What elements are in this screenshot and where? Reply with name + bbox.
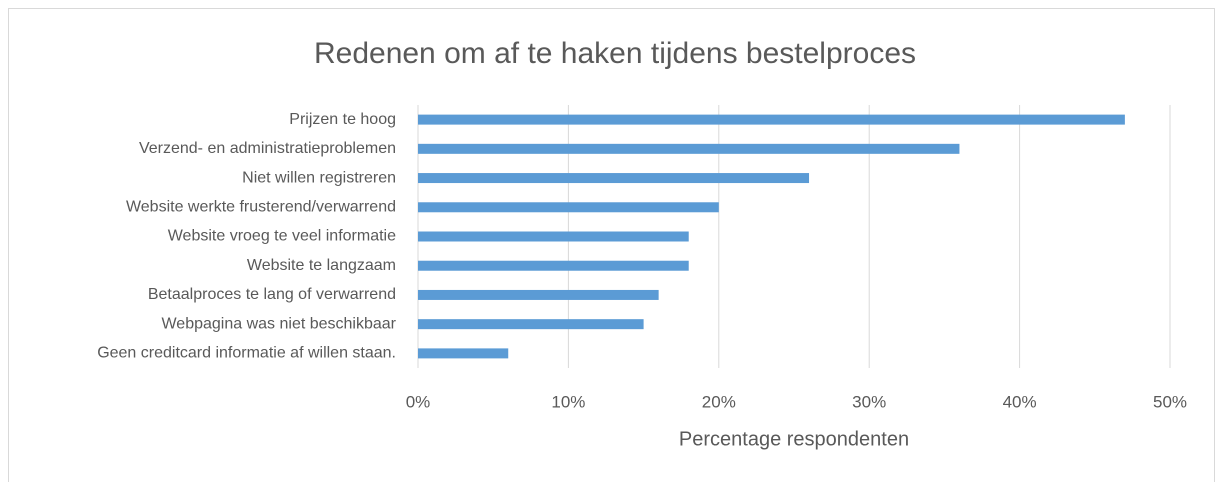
bar	[418, 143, 960, 154]
chart-title: Redenen om af te haken tijdens bestelpro…	[314, 37, 916, 70]
bar	[418, 319, 644, 330]
y-tick-label: Prijzen te hoog	[289, 111, 396, 128]
bar	[418, 289, 659, 300]
x-tick-label: 50%	[1153, 392, 1187, 411]
y-tick-label: Website te langzaam	[247, 257, 396, 274]
x-tick-label: 10%	[551, 392, 585, 411]
bar	[418, 173, 810, 184]
bar	[418, 114, 1125, 125]
y-tick-label: Website vroeg te veel informatie	[168, 228, 396, 245]
chart-border	[8, 8, 1215, 482]
bar	[418, 260, 689, 271]
y-tick-label: Webpagina was niet beschikbaar	[161, 315, 396, 332]
x-tick-label: 20%	[702, 392, 736, 411]
y-tick-label: Niet willen registreren	[242, 169, 396, 186]
y-tick-label: Verzend- en administratieproblemen	[139, 140, 396, 157]
bar	[418, 348, 509, 359]
y-tick-label: Betaalproces te lang of verwarrend	[148, 286, 396, 303]
y-tick-label: Geen creditcard informatie af willen sta…	[97, 345, 396, 362]
x-tick-label: 0%	[406, 392, 431, 411]
bar	[418, 231, 689, 242]
x-axis-label: Percentage respondenten	[679, 428, 909, 450]
y-tick-label: Website werkte frusterend/verwarrend	[126, 198, 396, 215]
x-tick-label: 30%	[852, 392, 886, 411]
x-tick-label: 40%	[1003, 392, 1037, 411]
bar	[418, 202, 719, 213]
